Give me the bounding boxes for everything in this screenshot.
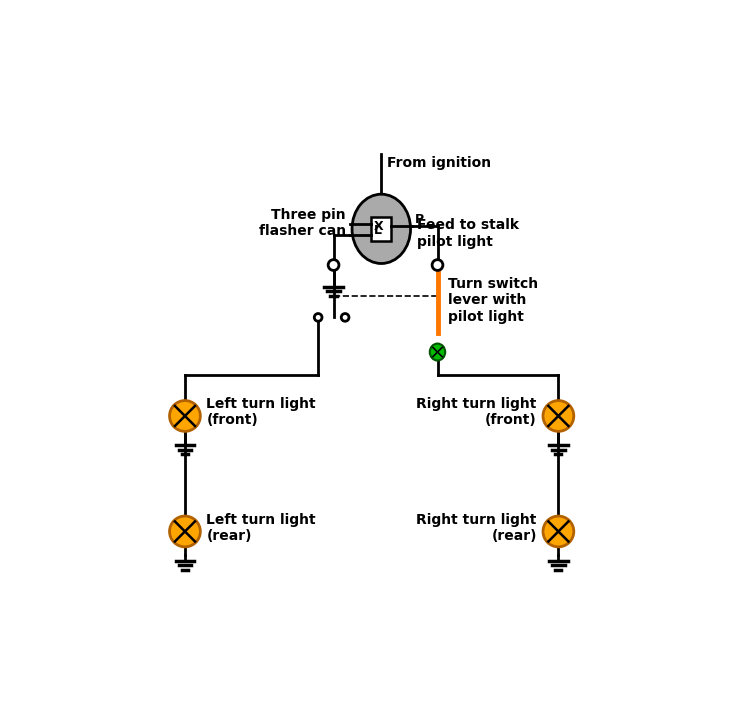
Text: X: X: [373, 220, 383, 233]
Text: From ignition: From ignition: [387, 156, 491, 171]
FancyBboxPatch shape: [371, 217, 392, 241]
Text: Right turn light
(rear): Right turn light (rear): [417, 513, 537, 543]
Circle shape: [432, 260, 443, 271]
Text: Turn switch
lever with
pilot light: Turn switch lever with pilot light: [448, 277, 538, 324]
Circle shape: [543, 516, 574, 547]
Text: Right turn light
(front): Right turn light (front): [417, 397, 537, 427]
Text: Left turn light
(front): Left turn light (front): [206, 397, 316, 427]
Text: Feed to stalk
pilot light: Feed to stalk pilot light: [417, 218, 519, 248]
Circle shape: [314, 313, 322, 321]
Ellipse shape: [430, 343, 445, 361]
Circle shape: [341, 313, 349, 321]
Text: Three pin
flasher can: Three pin flasher can: [259, 207, 345, 238]
Circle shape: [169, 516, 200, 547]
Text: Left turn light
(rear): Left turn light (rear): [206, 513, 316, 543]
Ellipse shape: [352, 194, 411, 264]
Text: P: P: [414, 213, 423, 226]
Text: L: L: [373, 225, 382, 238]
Circle shape: [169, 400, 200, 431]
Circle shape: [543, 400, 574, 431]
Circle shape: [328, 260, 339, 271]
